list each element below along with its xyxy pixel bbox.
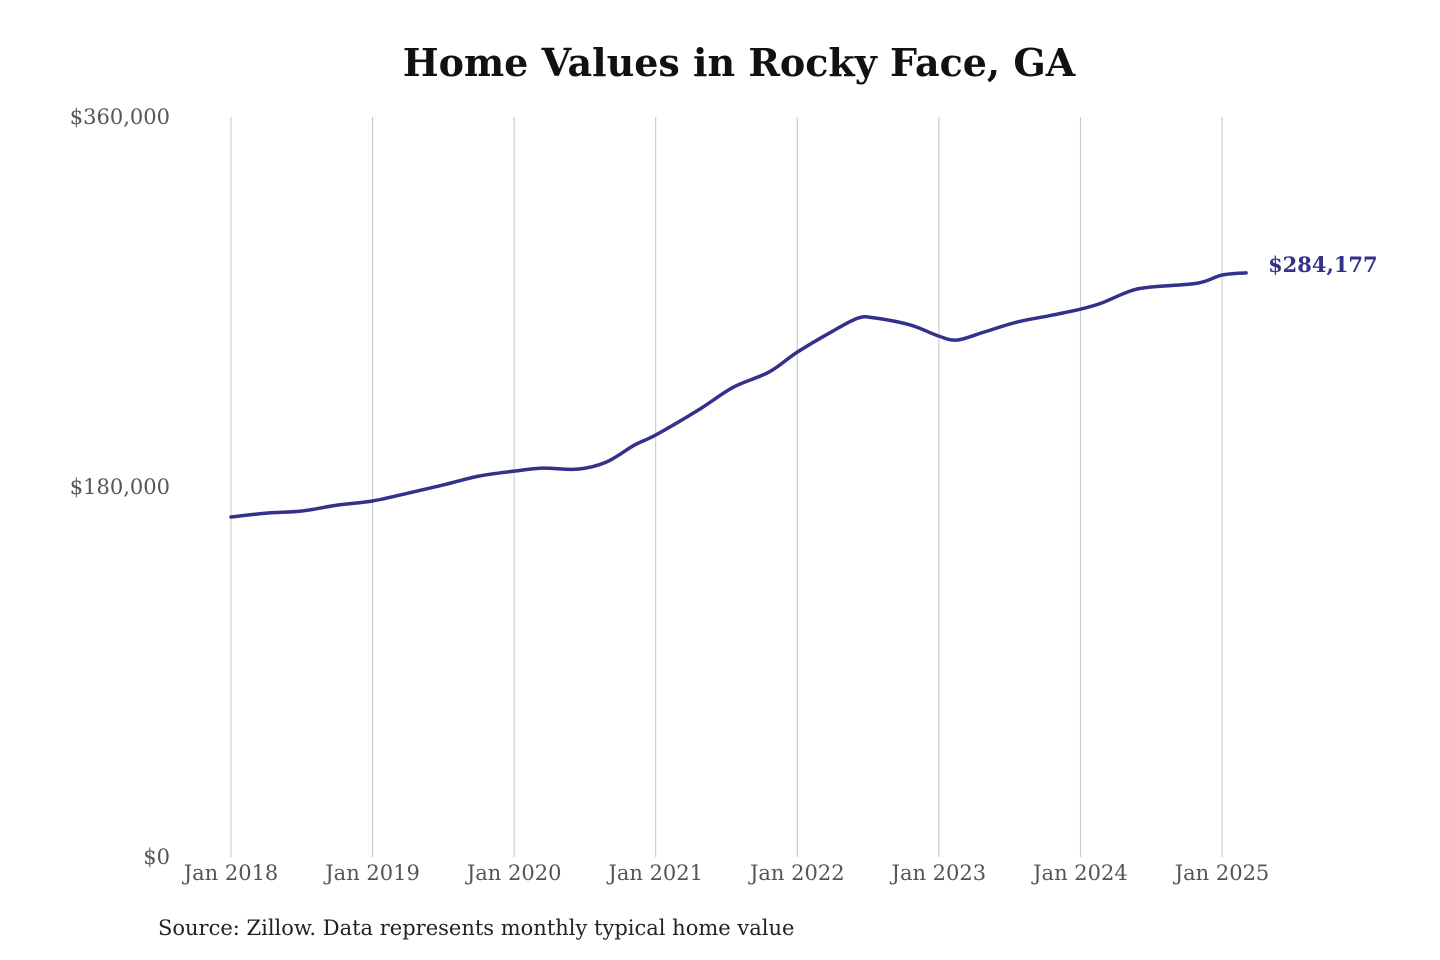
source-note: Source: Zillow. Data represents monthly … — [158, 916, 795, 940]
chart-title: Home Values in Rocky Face, GA — [402, 40, 1076, 85]
y-tick-label: $180,000 — [70, 475, 170, 499]
x-tick-label: Jan 2025 — [1173, 861, 1270, 885]
y-tick-label: $0 — [143, 845, 170, 869]
x-tick-label: Jan 2019 — [323, 861, 420, 885]
y-tick-label: $360,000 — [70, 105, 170, 129]
x-tick-label: Jan 2018 — [182, 861, 279, 885]
end-value-label: $284,177 — [1268, 252, 1378, 277]
series-line — [229, 271, 1248, 519]
x-tick-label: Jan 2024 — [1031, 861, 1128, 885]
x-tick-label: Jan 2023 — [890, 861, 987, 885]
x-tick-label: Jan 2022 — [748, 861, 845, 885]
x-tick-label: Jan 2021 — [606, 861, 703, 885]
x-tick-label: Jan 2020 — [465, 861, 562, 885]
